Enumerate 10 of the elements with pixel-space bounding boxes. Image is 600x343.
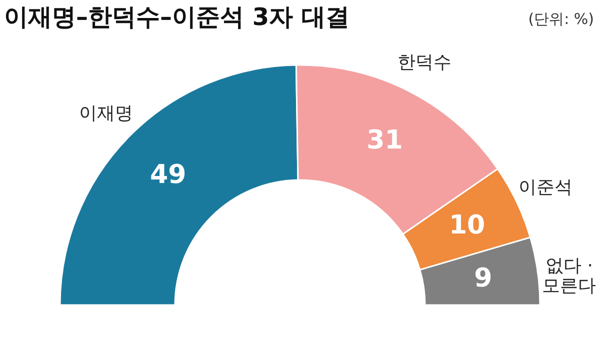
slice-label: 없다 · 모른다 (542, 255, 596, 296)
data-label: 49 (150, 160, 186, 190)
slice-label: 이준석 (518, 177, 573, 198)
text: (단위: %) (528, 10, 594, 28)
chart-title: 이재명–한덕수–이준석 3자 대결 (4, 3, 350, 31)
data-label: 9 (474, 264, 492, 294)
slice-label: 이재명 (79, 103, 134, 124)
data-label: 31 (366, 126, 403, 156)
data-label: 10 (448, 210, 486, 240)
slice-label: 한덕수 (398, 52, 452, 74)
